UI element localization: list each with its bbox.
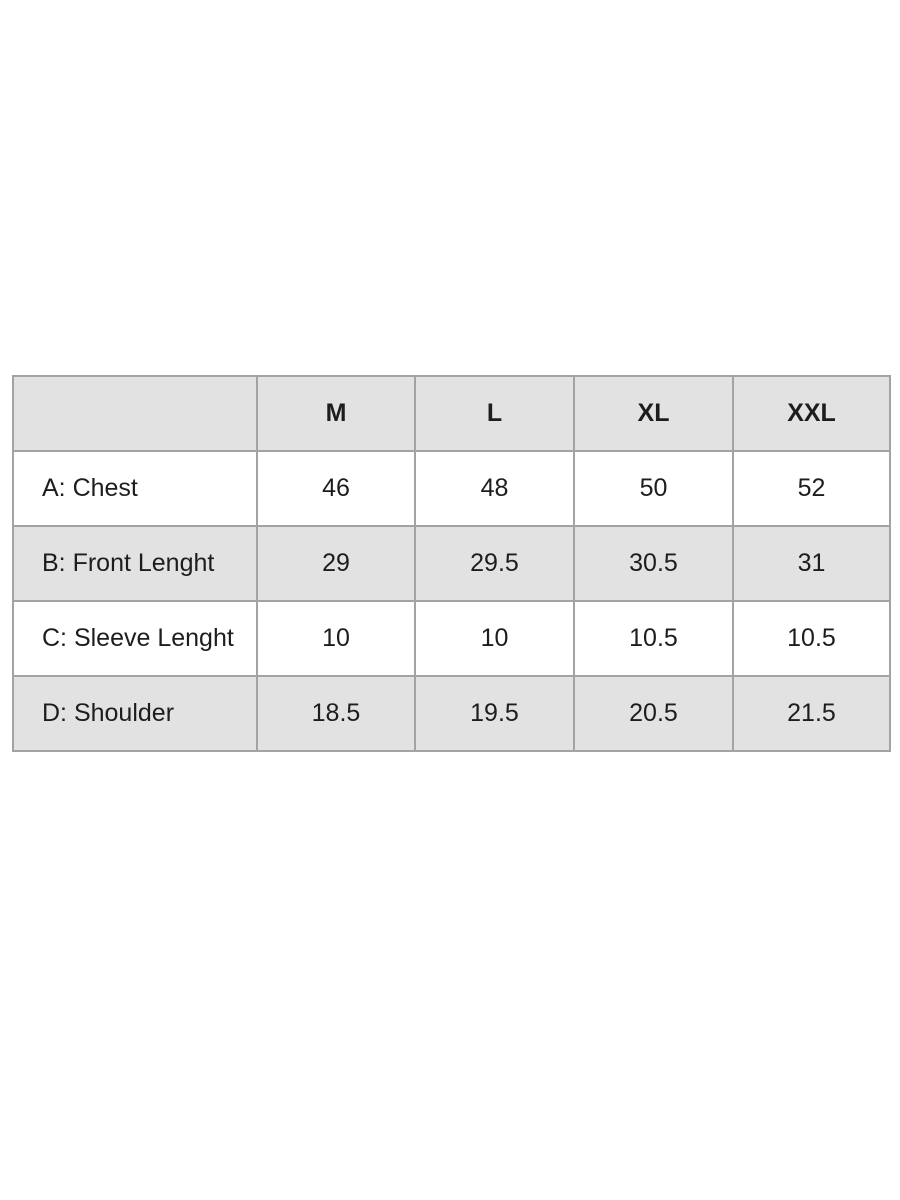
- cell-sleeve-length-xxl: 10.5: [732, 600, 891, 677]
- table-row-chest: A: Chest 46 48 50 52: [12, 450, 891, 527]
- row-label-shoulder: D: Shoulder: [12, 675, 258, 752]
- cell-front-length-m: 29: [256, 525, 416, 602]
- table-row-sleeve-length: C: Sleeve Lenght 10 10 10.5 10.5: [12, 600, 891, 677]
- header-cell-blank: [12, 375, 258, 452]
- cell-chest-xl: 50: [573, 450, 734, 527]
- cell-chest-m: 46: [256, 450, 416, 527]
- cell-shoulder-xl: 20.5: [573, 675, 734, 752]
- cell-front-length-xxl: 31: [732, 525, 891, 602]
- cell-sleeve-length-xl: 10.5: [573, 600, 734, 677]
- cell-shoulder-l: 19.5: [414, 675, 575, 752]
- row-label-front-length: B: Front Lenght: [12, 525, 258, 602]
- header-cell-size-xxl: XXL: [732, 375, 891, 452]
- header-row: M L XL XXL: [12, 375, 891, 452]
- row-label-sleeve-length: C: Sleeve Lenght: [12, 600, 258, 677]
- cell-chest-xxl: 52: [732, 450, 891, 527]
- cell-shoulder-m: 18.5: [256, 675, 416, 752]
- cell-chest-l: 48: [414, 450, 575, 527]
- cell-sleeve-length-m: 10: [256, 600, 416, 677]
- table-row-shoulder: D: Shoulder 18.5 19.5 20.5 21.5: [12, 675, 891, 752]
- cell-shoulder-xxl: 21.5: [732, 675, 891, 752]
- header-cell-size-l: L: [414, 375, 575, 452]
- size-chart-table: M L XL XXL A: Chest 46 48 50 52 B: Front…: [12, 375, 891, 752]
- row-label-chest: A: Chest: [12, 450, 258, 527]
- cell-front-length-l: 29.5: [414, 525, 575, 602]
- cell-front-length-xl: 30.5: [573, 525, 734, 602]
- header-cell-size-m: M: [256, 375, 416, 452]
- cell-sleeve-length-l: 10: [414, 600, 575, 677]
- table-row-front-length: B: Front Lenght 29 29.5 30.5 31: [12, 525, 891, 602]
- header-cell-size-xl: XL: [573, 375, 734, 452]
